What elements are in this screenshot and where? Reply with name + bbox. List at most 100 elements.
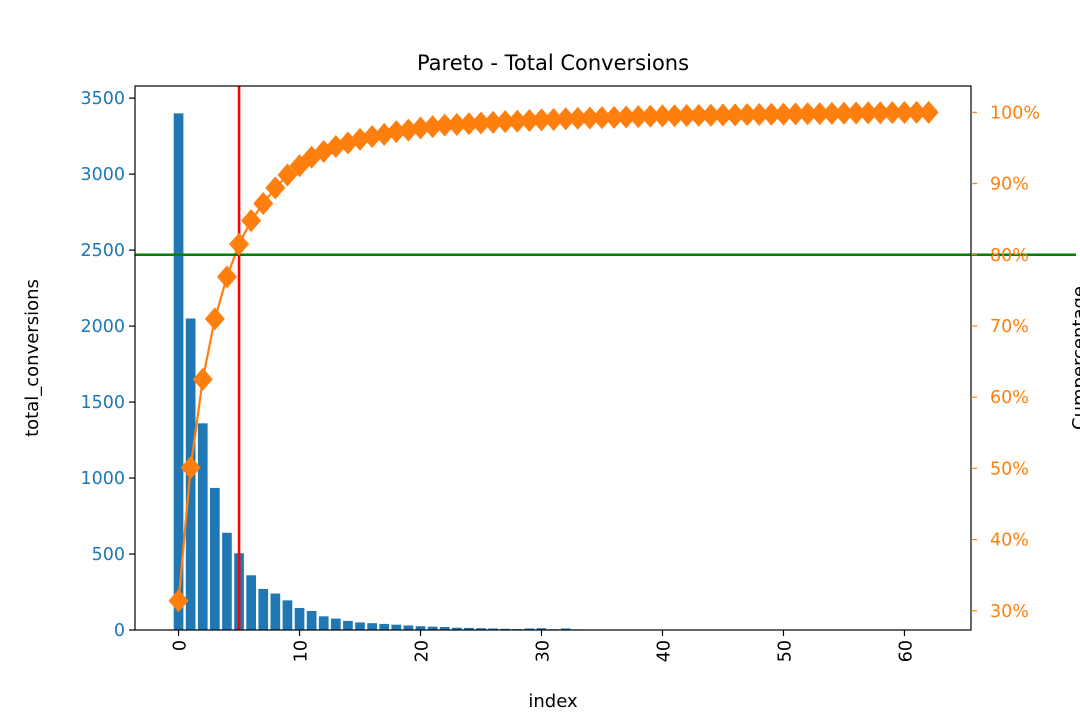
chart-title: Pareto - Total Conversions	[417, 51, 689, 75]
cumulative-marker-19	[398, 118, 419, 142]
cumulative-marker-24	[458, 112, 479, 136]
bar-8	[270, 593, 281, 630]
cumulative-marker-38	[628, 105, 649, 129]
bar-12	[318, 616, 329, 630]
right-tick-label-2: 50%	[990, 459, 1029, 479]
cumulative-marker-28	[507, 109, 528, 133]
cumulative-marker-15	[350, 127, 371, 151]
cumulative-marker-25	[471, 111, 492, 135]
cumulative-marker-21	[422, 115, 443, 139]
cumulative-marker-39	[640, 104, 661, 128]
cumulative-marker-3	[204, 307, 225, 331]
cumulative-line	[177, 111, 929, 601]
bar-17	[379, 623, 390, 630]
cumulative-marker-55	[833, 101, 854, 125]
right-tick-label-5: 80%	[990, 246, 1029, 266]
left-tick-label-3: 1500	[80, 393, 125, 413]
bottom-tick-label-6: 60	[896, 640, 916, 662]
cumulative-marker-59	[882, 101, 903, 125]
bar-3	[210, 487, 220, 630]
left-tick-label-4: 2000	[80, 317, 125, 337]
bar-7	[258, 588, 269, 630]
right-tick-label-4: 70%	[990, 317, 1029, 337]
cumulative-marker-48	[749, 102, 770, 126]
cumulative-marker-50	[773, 102, 794, 126]
cumulative-marker-61	[906, 100, 927, 124]
left-tick-label-2: 1000	[80, 469, 125, 489]
bar-26	[488, 628, 498, 630]
cumulative-marker-60	[894, 100, 915, 124]
bar-11	[306, 611, 317, 630]
cumulative-marker-16	[362, 125, 383, 149]
reference-lines-layer	[135, 86, 1076, 630]
cumulative-marker-23	[446, 112, 467, 136]
cumulative-markers-layer	[168, 100, 939, 613]
cumulative-marker-2	[192, 367, 213, 391]
cumulative-marker-31	[543, 107, 564, 131]
left-tick-label-7: 3500	[80, 89, 125, 109]
bar-14	[343, 620, 353, 630]
cumulative-marker-49	[761, 102, 782, 126]
bars-layer	[173, 113, 934, 631]
cumulative-marker-47	[737, 103, 758, 127]
cumulative-marker-20	[410, 116, 431, 140]
bar-29	[524, 628, 535, 630]
cumulative-marker-35	[591, 106, 612, 130]
x-axis-label: index	[528, 691, 578, 712]
bottom-tick-label-3: 30	[534, 640, 554, 662]
bar-20	[415, 626, 426, 630]
bar-24	[464, 627, 474, 630]
right-tick-label-3: 60%	[990, 388, 1029, 408]
bottom-tick-label-1: 10	[292, 640, 312, 662]
cumulative-marker-22	[434, 113, 455, 137]
cumulative-marker-42	[676, 104, 697, 128]
cumulative-marker-58	[870, 101, 891, 125]
cumulative-marker-40	[652, 104, 673, 128]
cumulative-marker-7	[253, 191, 274, 215]
bar-32	[560, 628, 571, 630]
cumulative-marker-32	[555, 107, 576, 131]
bar-9	[282, 600, 293, 630]
bottom-tick-label-0: 0	[171, 640, 191, 651]
cumulative-marker-43	[688, 103, 709, 127]
cumulative-marker-27	[495, 110, 516, 134]
bottom-tick-label-4: 40	[654, 640, 674, 662]
bar-30	[536, 628, 547, 630]
bar-15	[355, 622, 365, 630]
bar-16	[367, 623, 377, 630]
cumulative-line-layer	[177, 111, 929, 601]
cumulative-marker-62	[918, 100, 939, 124]
bar-21	[427, 626, 438, 630]
bar-0	[173, 113, 184, 631]
bar-22	[439, 626, 450, 630]
cumulative-marker-29	[519, 109, 540, 133]
bar-4	[222, 532, 232, 630]
bottom-tick-label-2: 20	[413, 640, 433, 662]
cumulative-marker-46	[725, 103, 746, 127]
bar-25	[476, 628, 486, 630]
bar-6	[246, 575, 256, 630]
right-tick-label-6: 90%	[990, 175, 1029, 195]
cumulative-marker-52	[797, 102, 818, 126]
left-axis-ticks: 0 500 1000 1500 2000 2500 3000 3500	[80, 89, 135, 641]
cumulative-marker-9	[277, 163, 298, 187]
cumulative-marker-37	[616, 105, 637, 129]
bar-13	[330, 618, 341, 630]
cumulative-marker-30	[531, 108, 552, 132]
y2-axis-label: Cumpercentage	[1069, 286, 1080, 430]
cumulative-marker-51	[785, 102, 806, 126]
cumulative-marker-34	[579, 106, 600, 130]
left-tick-label-0: 0	[114, 621, 125, 641]
cumulative-marker-57	[858, 101, 879, 125]
bottom-tick-label-5: 50	[775, 640, 795, 662]
cumulative-marker-0	[168, 589, 189, 613]
cumulative-marker-41	[664, 104, 685, 128]
cumulative-marker-18	[386, 120, 407, 144]
cumulative-marker-56	[846, 101, 867, 125]
cumulative-marker-26	[483, 110, 504, 134]
right-axis-ticks: 30% 40% 50% 60% 70% 80% 90% 100%	[971, 103, 1040, 622]
cumulative-marker-33	[567, 106, 588, 130]
bar-18	[391, 624, 402, 630]
plot-frame	[134, 85, 972, 631]
